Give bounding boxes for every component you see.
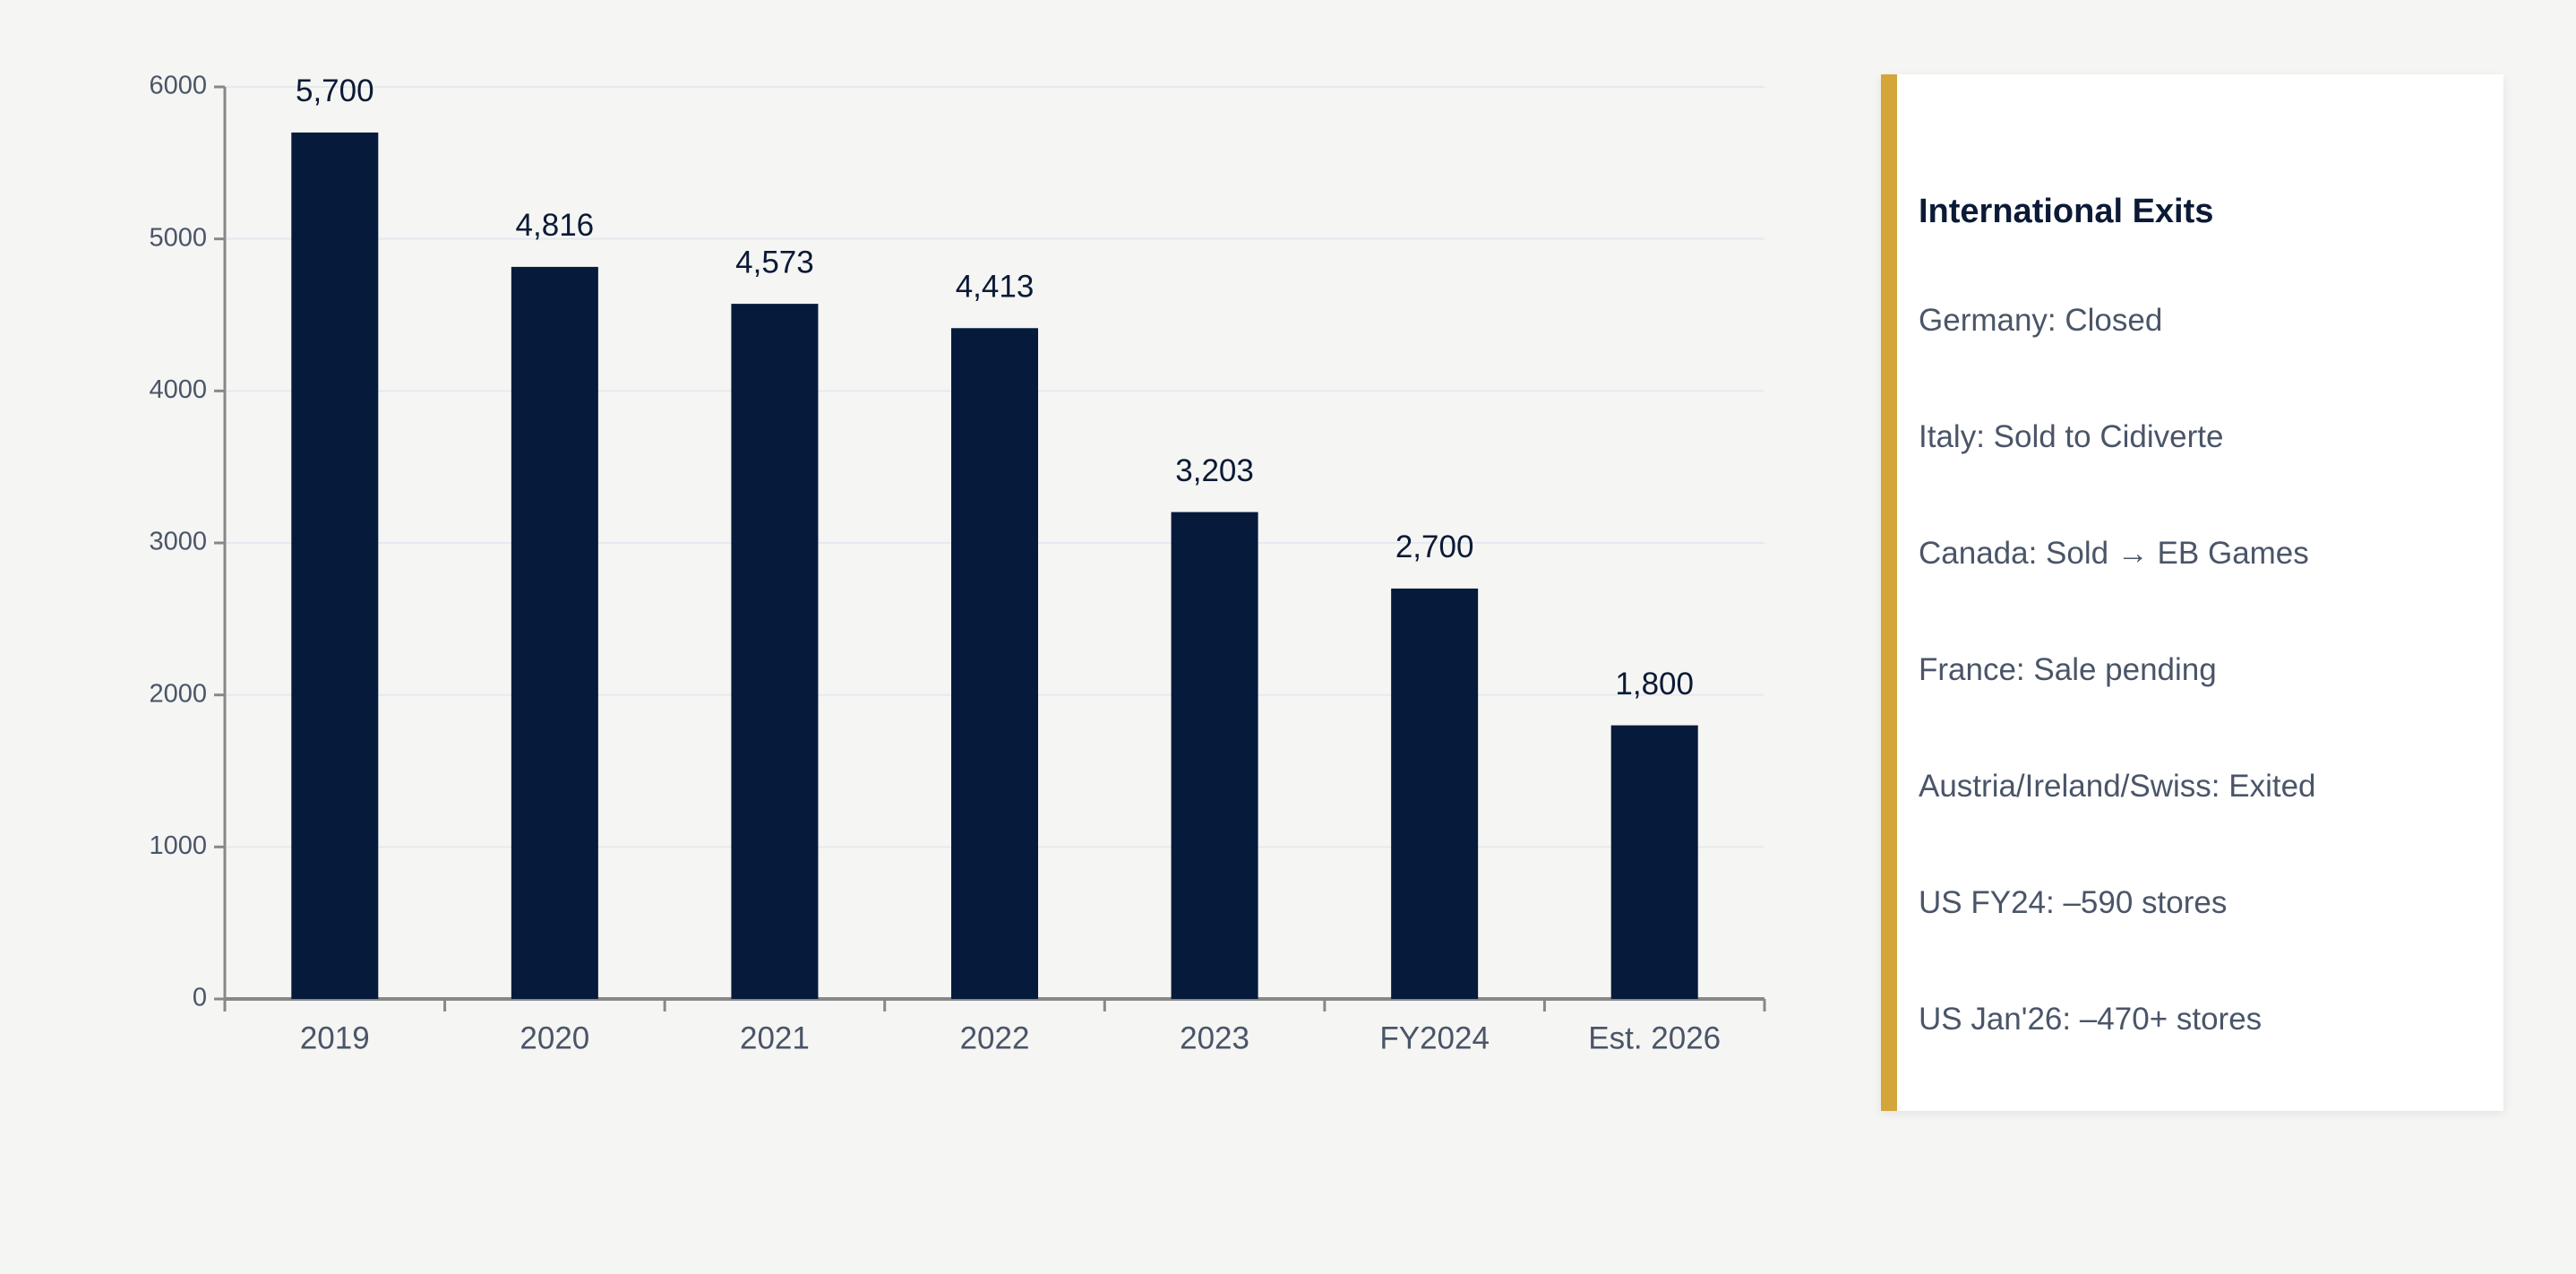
value-label: 4,816	[516, 208, 595, 243]
panel-item: Austria/Ireland/Swiss: Exited	[1919, 769, 2316, 804]
panel-item: France: Sale pending	[1919, 652, 2217, 687]
x-tick-label: 2019	[300, 1020, 370, 1055]
panel-item: Italy: Sold to Cidiverte	[1919, 419, 2224, 454]
y-tick-label: 3000	[149, 528, 207, 556]
panel-item: US FY24: –590 stores	[1919, 885, 2228, 920]
value-label: 5,700	[296, 73, 374, 108]
bar	[1610, 725, 1698, 999]
x-tick-label: Est. 2026	[1588, 1020, 1721, 1055]
y-tick-label: 5000	[149, 223, 207, 252]
y-tick-label: 2000	[149, 679, 207, 708]
value-label: 1,800	[1615, 667, 1694, 702]
bar	[731, 304, 819, 999]
y-tick-label: 0	[193, 984, 207, 1012]
value-label: 4,573	[735, 245, 814, 280]
value-label: 2,700	[1395, 529, 1474, 564]
y-tick-label: 1000	[149, 831, 207, 860]
x-tick-label: 2021	[740, 1020, 810, 1055]
y-tick-label: 4000	[149, 375, 207, 404]
bar	[951, 328, 1038, 999]
x-tick-label: 2020	[519, 1020, 589, 1055]
x-tick-label: FY2024	[1379, 1020, 1490, 1055]
bar	[511, 266, 598, 999]
value-label: 3,203	[1175, 453, 1254, 488]
x-tick-label: 2023	[1180, 1020, 1249, 1055]
panel-title: International Exits	[1919, 193, 2214, 230]
value-label: 4,413	[956, 270, 1035, 305]
chart: 0 1000 2000 3000 4000 5000 6000 2019 5,700 2020 4,…	[149, 72, 1766, 1055]
panel-item: Germany: Closed	[1919, 303, 2163, 338]
bar	[1391, 588, 1479, 999]
x-tick-label: 2022	[960, 1020, 1030, 1055]
bar	[291, 132, 379, 999]
panel-item: Canada: Sold → EB Games	[1919, 536, 2309, 571]
side-panel: International Exits Germany: Closed Italy…	[1881, 74, 2503, 1111]
panel-item: US Jan'26: –470+ stores	[1919, 1002, 2263, 1037]
bar	[1171, 512, 1258, 999]
y-tick-label: 6000	[149, 72, 207, 100]
